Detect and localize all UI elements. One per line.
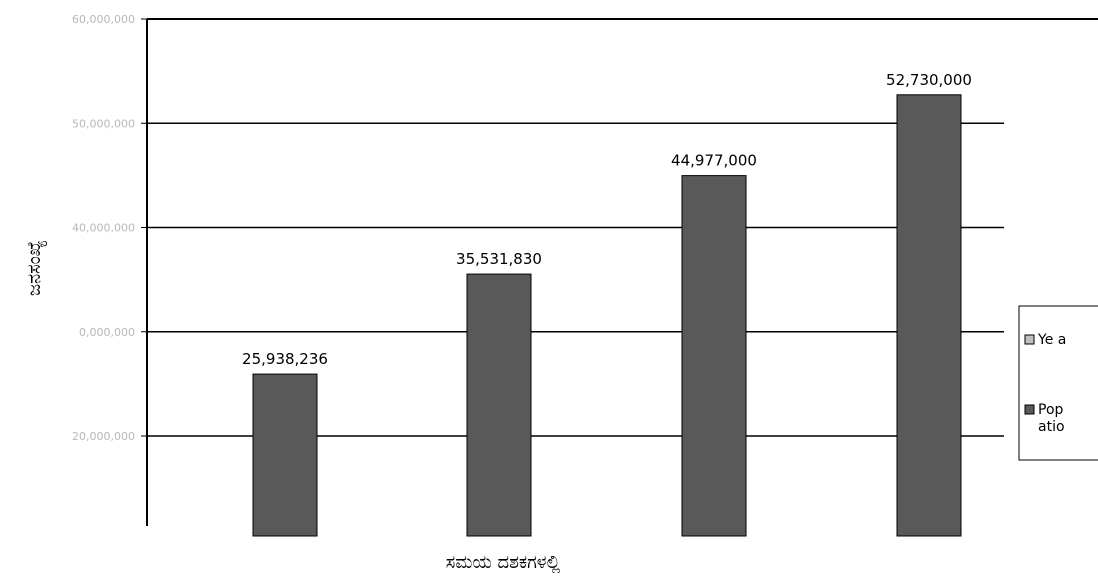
legend-label-2-line-1: Pop bbox=[1038, 402, 1064, 418]
legend-swatch-2 bbox=[1024, 404, 1035, 415]
bar bbox=[466, 273, 532, 537]
legend-box bbox=[1018, 305, 1098, 461]
y-axis-title: ಜನಸಂಖ್ಯೆ bbox=[24, 240, 47, 296]
legend-label-2: Pop atio bbox=[1038, 402, 1068, 435]
data-labels: 25,938,236 35,531,830 44,977,000 52,730,000 bbox=[242, 71, 972, 368]
data-label: 52,730,000 bbox=[886, 71, 972, 89]
bars bbox=[252, 94, 962, 537]
legend-label-1: Ye a bbox=[1037, 332, 1066, 348]
y-tick-label: 40,000,000 bbox=[72, 222, 135, 235]
bar bbox=[896, 94, 962, 537]
data-label: 35,531,830 bbox=[456, 250, 542, 268]
legend-swatch-1 bbox=[1024, 334, 1035, 345]
y-tick-label: 50,000,000 bbox=[72, 117, 135, 130]
legend: Ye a Pop atio bbox=[1018, 305, 1098, 461]
x-axis-title: ಸಮಯ ದಶಕಗಳಲ್ಲಿ bbox=[446, 552, 561, 573]
y-tick-label: 0,000,000 bbox=[79, 326, 135, 339]
legend-label-2-line-2: atio bbox=[1038, 419, 1065, 435]
data-label: 44,977,000 bbox=[671, 152, 757, 170]
y-tick-label: 20,000,000 bbox=[72, 430, 135, 443]
data-label: 25,938,236 bbox=[242, 350, 328, 368]
bar bbox=[681, 175, 747, 537]
gridlines bbox=[141, 18, 1004, 437]
y-tick-label: 60,000,000 bbox=[72, 13, 135, 26]
bar bbox=[252, 373, 318, 537]
y-tick-labels: 60,000,000 50,000,000 40,000,000 0,000,000 2… bbox=[72, 13, 135, 443]
